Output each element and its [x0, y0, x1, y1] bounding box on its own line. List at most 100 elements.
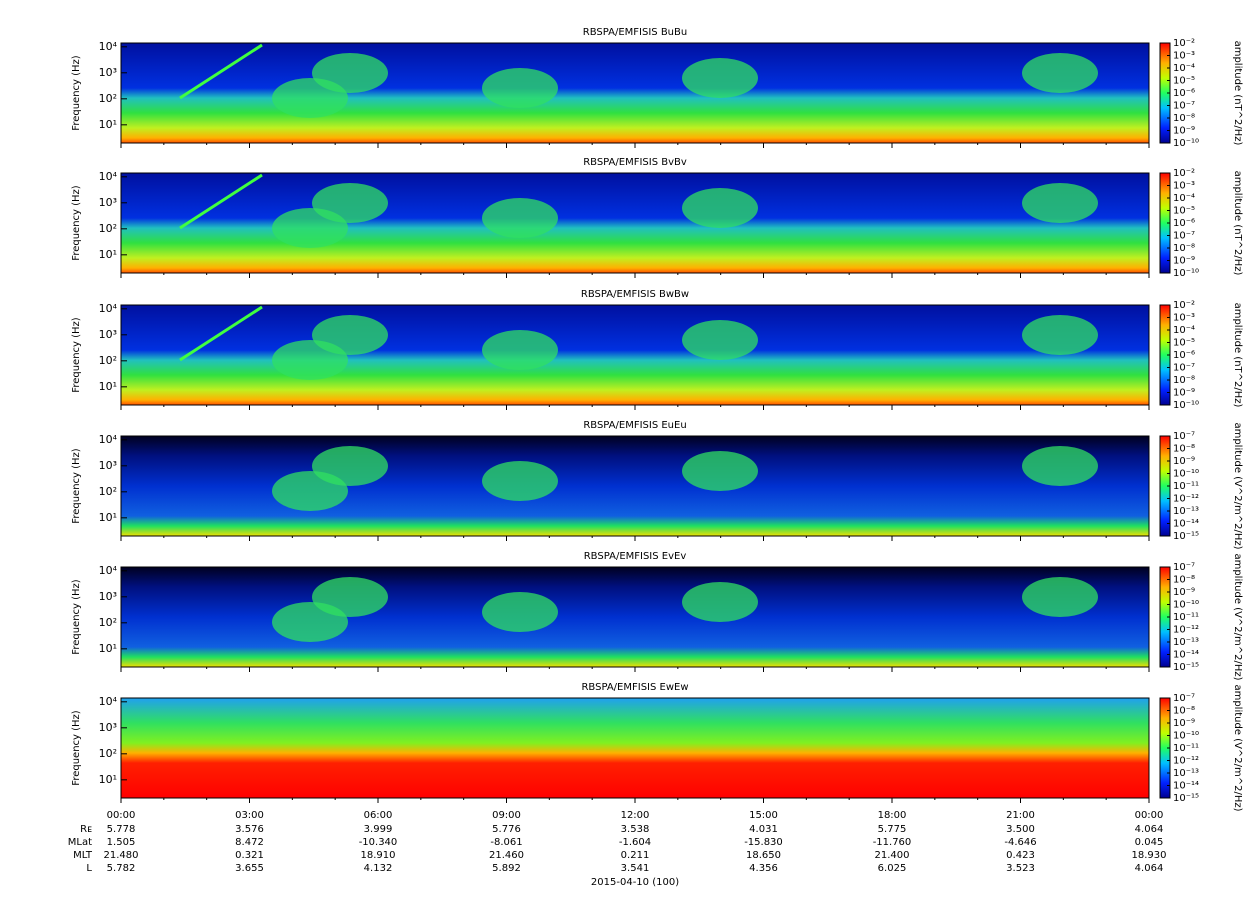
colorbar-tick-label: 10⁻⁴ [1173, 325, 1195, 336]
colorbar-tick-label: 10⁻⁸ [1173, 575, 1195, 586]
colorbar-tick-label: 10⁻³ [1173, 181, 1195, 192]
y-tick-label: 10¹ [99, 773, 117, 786]
colorbar-label: amplitude (V^2/m^2/Hz) [1232, 553, 1243, 680]
colorbar-tick-label: 10⁻¹⁴ [1173, 781, 1199, 792]
y-tick-label: 10² [99, 354, 117, 367]
ephemeris-value: 3.576 [235, 824, 264, 835]
colorbar-tick-label: 10⁻⁹ [1173, 456, 1195, 467]
colorbar-tick-label: 10⁻¹⁴ [1173, 519, 1199, 530]
ephemeris-value: 4.031 [749, 824, 778, 835]
colorbar-tick-label: 10⁻⁶ [1173, 350, 1195, 361]
colorbar-label: amplitude (nT^2/Hz) [1232, 41, 1243, 146]
emission-feature [1022, 315, 1098, 355]
y-tick-label: 10¹ [99, 248, 117, 261]
colorbar-tick-label: 10⁻¹² [1173, 494, 1199, 505]
colorbar-tick-label: 10⁻⁶ [1173, 218, 1195, 229]
emission-feature [272, 602, 348, 642]
colorbar-tick-label: 10⁻⁷ [1173, 231, 1195, 242]
ephemeris-value: 0.045 [1135, 837, 1164, 848]
y-tick-label: 10⁴ [99, 564, 118, 577]
ephemeris-value: 21.460 [489, 850, 524, 861]
y-tick-label: 10⁴ [99, 170, 118, 183]
emission-feature [1022, 446, 1098, 486]
colorbar-tick-label: 10⁻⁸ [1173, 706, 1195, 717]
ephemeris-value: 5.775 [878, 824, 907, 835]
colorbar-tick-label: 10⁻⁹ [1173, 587, 1195, 598]
y-axis-label: Frequency (Hz) [71, 448, 82, 524]
x-tick-label: 00:00 [1135, 810, 1164, 821]
ephemeris-value: 5.892 [492, 863, 521, 874]
colorbar-tick-label: 10⁻¹³ [1173, 768, 1199, 779]
panel-title: RBSPA/EMFISIS EwEw [581, 682, 688, 693]
colorbar-tick-label: 10⁻¹³ [1173, 637, 1199, 648]
colorbar-tick-label: 10⁻² [1173, 300, 1195, 311]
y-tick-label: 10³ [99, 721, 117, 734]
ephemeris-value: 8.472 [235, 837, 264, 848]
colorbar-tick-label: 10⁻¹¹ [1173, 481, 1199, 492]
colorbar-label: amplitude (nT^2/Hz) [1232, 303, 1243, 408]
colorbar-tick-label: 10⁻⁸ [1173, 444, 1195, 455]
emission-feature [682, 451, 758, 491]
spectrogram-image [121, 698, 1149, 798]
colorbar-tick-label: 10⁻¹⁵ [1173, 531, 1199, 542]
ephemeris-value: -1.604 [619, 837, 651, 848]
y-tick-label: 10³ [99, 66, 117, 79]
y-tick-label: 10⁴ [99, 40, 118, 53]
ephemeris-value: 5.778 [107, 824, 136, 835]
emission-feature [682, 582, 758, 622]
colorbar-tick-label: 10⁻¹⁰ [1173, 469, 1199, 480]
colorbar-tick-label: 10⁻⁷ [1173, 101, 1195, 112]
x-tick-label: 03:00 [235, 810, 264, 821]
ephemeris-value: 18.910 [361, 850, 396, 861]
panel-title: RBSPA/EMFISIS EvEv [584, 551, 687, 562]
y-tick-label: 10⁴ [99, 302, 118, 315]
ephemeris-name: MLT [73, 850, 93, 861]
chorus-feature [179, 305, 263, 362]
ephemeris-value: -4.646 [1004, 837, 1036, 848]
ephemeris-value: 3.999 [364, 824, 393, 835]
emission-feature [1022, 53, 1098, 93]
ephemeris-value: 3.541 [621, 863, 650, 874]
colorbar-tick-label: 10⁻⁹ [1173, 718, 1195, 729]
colorbar-tick-label: 10⁻¹⁰ [1173, 138, 1199, 149]
colorbar-label: amplitude (V^2/m^2/Hz) [1232, 684, 1243, 811]
colorbar-tick-label: 10⁻¹² [1173, 625, 1199, 636]
x-tick-label: 21:00 [1006, 810, 1035, 821]
colorbar-tick-label: 10⁻³ [1173, 313, 1195, 324]
emission-feature [1022, 577, 1098, 617]
ephemeris-value: 3.538 [621, 824, 650, 835]
ephemeris-value: 4.132 [364, 863, 393, 874]
colorbar-tick-label: 10⁻⁹ [1173, 126, 1195, 137]
ephemeris-value: 5.776 [492, 824, 521, 835]
x-tick-label: 00:00 [107, 810, 136, 821]
y-tick-label: 10² [99, 222, 117, 235]
ephemeris-value: -15.830 [744, 837, 783, 848]
y-tick-label: 10⁴ [99, 695, 118, 708]
x-tick-label: 06:00 [364, 810, 393, 821]
emission-feature [482, 68, 558, 108]
y-axis-label: Frequency (Hz) [71, 55, 82, 131]
colorbar-tick-label: 10⁻¹⁰ [1173, 600, 1199, 611]
y-tick-label: 10² [99, 92, 117, 105]
colorbar-tick-label: 10⁻⁵ [1173, 76, 1195, 87]
emission-feature [682, 188, 758, 228]
x-axis-label: 2015-04-10 (100) [591, 877, 679, 888]
colorbar-tick-label: 10⁻¹⁴ [1173, 650, 1199, 661]
x-tick-label: 12:00 [621, 810, 650, 821]
ephemeris-value: 21.400 [875, 850, 910, 861]
ephemeris-value: 18.930 [1132, 850, 1167, 861]
colorbar-tick-label: 10⁻¹² [1173, 756, 1199, 767]
x-tick-label: 15:00 [749, 810, 778, 821]
ephemeris-value: -10.340 [359, 837, 398, 848]
ephemeris-value: -11.760 [873, 837, 912, 848]
colorbar-tick-label: 10⁻⁵ [1173, 338, 1195, 349]
y-tick-label: 10³ [99, 459, 117, 472]
colorbar-tick-label: 10⁻¹³ [1173, 506, 1199, 517]
ephemeris-value: 3.655 [235, 863, 264, 874]
y-tick-label: 10⁴ [99, 433, 118, 446]
panel-title: RBSPA/EMFISIS BwBw [581, 289, 689, 300]
x-tick-label: 09:00 [492, 810, 521, 821]
emission-feature [272, 471, 348, 511]
ephemeris-value: 3.523 [1006, 863, 1035, 874]
y-tick-label: 10² [99, 747, 117, 760]
